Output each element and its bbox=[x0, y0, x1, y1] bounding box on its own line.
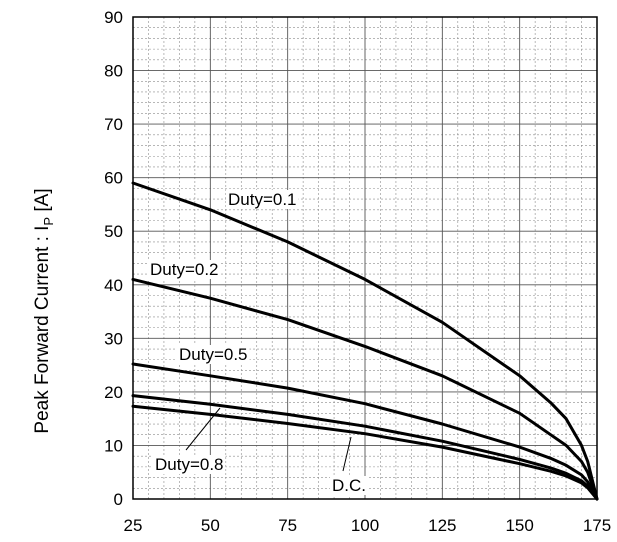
x-tick-labels: 25 50 75 100 125 150 175 bbox=[124, 516, 612, 535]
annotation-background bbox=[226, 190, 299, 209]
major-gridlines bbox=[133, 17, 597, 499]
x-tick-label: 175 bbox=[583, 516, 611, 535]
y-tick-label: 50 bbox=[104, 222, 123, 241]
y-tick-label: 0 bbox=[114, 490, 123, 509]
y-tick-label: 70 bbox=[104, 115, 123, 134]
series-line bbox=[131, 181, 599, 501]
annotation-background bbox=[177, 345, 250, 364]
y-tick-label: 80 bbox=[104, 62, 123, 81]
y-axis-label: Peak Forward Current : IP [A] bbox=[32, 188, 56, 433]
annotation-leader-line bbox=[342, 436, 352, 472]
y-axis-label-subscript: P bbox=[41, 217, 56, 226]
series-annotation: Duty=0.8 bbox=[155, 455, 224, 474]
series-line bbox=[131, 277, 599, 501]
annotation-leader-line bbox=[185, 407, 221, 451]
annotation-background bbox=[148, 260, 221, 279]
y-tick-label: 40 bbox=[104, 276, 123, 295]
annotation-background bbox=[153, 455, 226, 474]
series-line bbox=[131, 362, 599, 501]
y-tick-label: 60 bbox=[104, 169, 123, 188]
series-annotation: Duty=0.1 bbox=[228, 190, 297, 209]
x-tick-label: 100 bbox=[351, 516, 379, 535]
y-axis-label-main: Peak Forward Current : I bbox=[32, 226, 53, 434]
series-line bbox=[131, 404, 599, 501]
y-tick-label: 90 bbox=[104, 8, 123, 27]
annotation-background bbox=[330, 476, 368, 495]
series-annotation: Duty=0.5 bbox=[179, 345, 248, 364]
curve-annotations: Duty=0.1 Duty=0.2 Duty=0.5 Duty=0.8 D.C. bbox=[148, 190, 368, 495]
y-tick-labels: 0 10 20 30 40 50 60 70 80 90 bbox=[104, 8, 123, 509]
series-annotation: D.C. bbox=[332, 476, 366, 495]
series-line bbox=[131, 394, 599, 501]
series-annotation: Duty=0.2 bbox=[150, 260, 219, 279]
x-tick-label: 75 bbox=[278, 516, 297, 535]
x-tick-label: 50 bbox=[201, 516, 220, 535]
x-tick-label: 125 bbox=[428, 516, 456, 535]
y-axis-label-unit: [A] bbox=[32, 188, 53, 217]
x-tick-label: 25 bbox=[124, 516, 143, 535]
series-lines bbox=[131, 181, 599, 501]
y-tick-label: 30 bbox=[104, 329, 123, 348]
y-tick-label: 10 bbox=[104, 436, 123, 455]
y-tick-label: 20 bbox=[104, 383, 123, 402]
plot-frame bbox=[132, 16, 598, 500]
x-tick-label: 150 bbox=[505, 516, 533, 535]
